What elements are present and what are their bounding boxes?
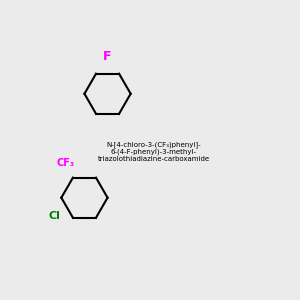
Text: N-[4-chloro-3-(CF₃)phenyl]-
6-(4-F-phenyl)-3-methyl-
triazolothiadiazine-carboxa: N-[4-chloro-3-(CF₃)phenyl]- 6-(4-F-pheny… [98,141,210,162]
Text: Cl: Cl [49,211,60,221]
Text: F: F [103,50,112,63]
Text: CF₃: CF₃ [57,158,75,168]
